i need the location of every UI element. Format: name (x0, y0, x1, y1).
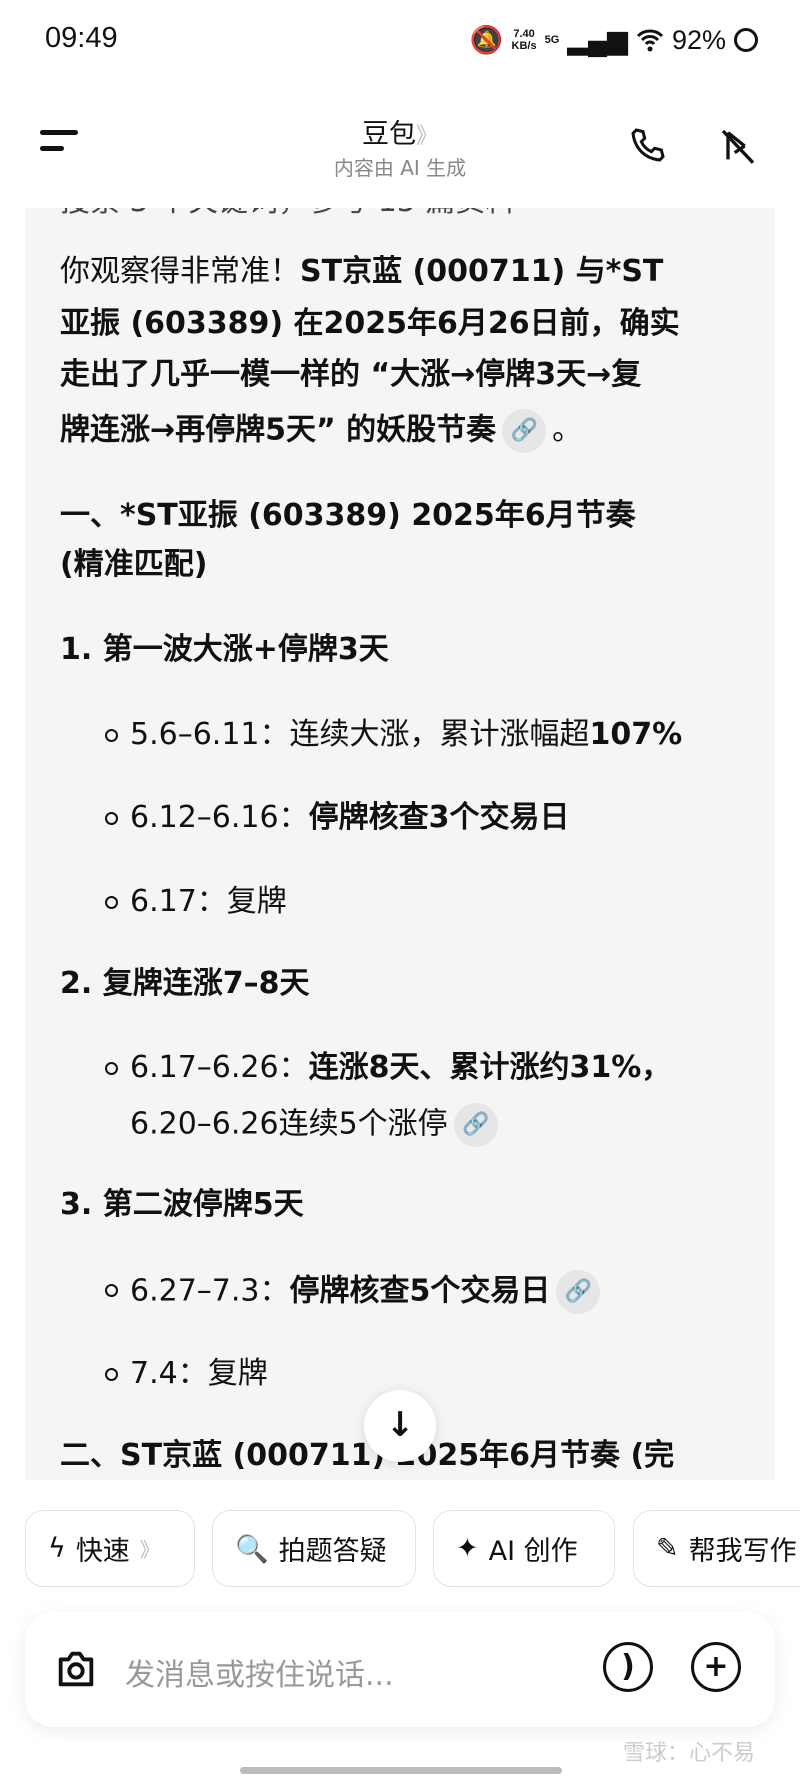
chip-label: 拍题答疑 (278, 1536, 387, 1567)
message-content: 搜索 3 个关键词，参考 15 篇资料 你观察得非常准！ST京蓝 (000711… (25, 208, 775, 1480)
text-segment: 6.20–6.26连续5个涨停 (130, 1106, 448, 1142)
text-segment: 连涨8天、累计涨约31%， (308, 1050, 672, 1085)
section-title: 二、ST京蓝 (000711) 2025年6月节奏 (完 (60, 1438, 675, 1473)
menu-icon[interactable] (40, 130, 78, 162)
text-segment: 停牌核查5个交易日 (289, 1273, 551, 1309)
text-segment: 6.12–6.16： (130, 800, 309, 835)
text-line: 6.17–6.26：连涨8天、累计涨约31%， (130, 1048, 671, 1088)
citation-link-icon[interactable]: 🔗 (556, 1270, 601, 1314)
speaker-muted-icon[interactable] (718, 125, 758, 167)
text-segment: 牌连涨→再停牌5天” 的妖股节奏 (60, 412, 497, 448)
chip-3[interactable]: ✎ 帮我写作 (633, 1510, 800, 1587)
text-line: 6.12–6.16：停牌核查3个交易日 (130, 798, 569, 838)
edit-icon: ✎ (656, 1533, 679, 1564)
chip-2[interactable]: ✦ AI 创作 (433, 1510, 615, 1587)
text-segment: 你观察得非常准！ (60, 254, 300, 289)
chip-label: 快速 (75, 1536, 130, 1567)
text-line: 5.6–6.11：连续大涨，累计涨幅超107% (130, 715, 682, 755)
ai-generated-note: 内容由 AI 生成 (333, 156, 467, 180)
title-text: 豆包 (361, 119, 416, 150)
chevron-right-icon: 》 (139, 1538, 160, 1562)
scroll-down-button[interactable]: ↓ (364, 1390, 436, 1462)
bullet-continuation: 6.20–6.26连续5个涨停 🔗 (130, 1103, 504, 1147)
text-segment: 6.17–6.26： (130, 1050, 309, 1085)
text-segment: 6.17：复牌 (130, 884, 287, 919)
phone-icon[interactable] (628, 125, 668, 165)
step-title: 2. 复牌连涨7–8天 (60, 966, 310, 1001)
text-line: 牌连涨→再停牌5天” 的妖股节奏 🔗。 (60, 409, 582, 453)
wifi-icon (636, 29, 664, 52)
home-indicator[interactable] (240, 1767, 562, 1774)
bullet-icon (105, 1062, 118, 1075)
message-input[interactable]: 发消息或按住说话... (125, 1658, 394, 1693)
text-segment: ST京蓝 (000711) 与*ST (300, 254, 664, 289)
message-input-box[interactable]: 发消息或按住说话... ) + (25, 1612, 775, 1727)
bullet-icon (105, 1284, 118, 1297)
chip-label: 帮我写作 (688, 1536, 797, 1567)
camera-icon[interactable] (53, 1646, 99, 1692)
battery-ring-icon (734, 28, 758, 52)
voice-call-icon[interactable]: ) (603, 1642, 653, 1692)
chip-0[interactable]: ϟ 快速》 (25, 1510, 195, 1587)
text-segment: 6.27–7.3： (130, 1273, 290, 1309)
text-segment: 停牌核查3个交易日 (308, 800, 570, 835)
text-line: 你观察得非常准！ST京蓝 (000711) 与*ST (60, 252, 663, 292)
chat-title[interactable]: 豆包》 (0, 112, 800, 151)
speed-value: 7.40 (513, 28, 535, 40)
status-icons: 🔕 7.40 KB/s 5G ▂▄▆ 92% (470, 24, 758, 56)
lightning-icon: ϟ (48, 1533, 66, 1564)
text-line: 走出了几乎一模一样的 “大涨→停牌3天→复 (60, 355, 641, 395)
text-segment: 5.6–6.11：连续大涨，累计涨幅超 (130, 717, 590, 752)
sparkle-icon: ✦ (456, 1533, 479, 1564)
citation-link-icon[interactable]: 🔗 (453, 1103, 498, 1147)
section-title: (精准匹配) (60, 547, 208, 582)
chip-label: AI 创作 (488, 1536, 578, 1567)
step-title: 3. 第二波停牌5天 (60, 1187, 304, 1222)
speed-unit: KB/s (511, 40, 537, 52)
text-line: 6.27–7.3：停牌核查5个交易日 🔗 (130, 1270, 606, 1314)
text-line: 7.4：复牌 (130, 1354, 268, 1394)
text-line: 6.17：复牌 (130, 882, 287, 922)
text-line: 亚振 (603389) 在2025年6月26日前，确实 (60, 304, 680, 344)
network-type: 5G (544, 34, 560, 46)
status-time: 09:49 (45, 22, 118, 54)
bullet-icon (105, 896, 118, 909)
cut-off-line: 搜索 3 个关键词，参考 15 篇资料 (60, 208, 515, 222)
bullet-icon (105, 812, 118, 825)
citation-link-icon[interactable]: 🔗 (502, 409, 547, 453)
arrow-down-icon: ↓ (385, 1405, 415, 1445)
battery-level: 92% (671, 24, 726, 55)
signal-icon: ▂▄▆ (567, 24, 628, 55)
text-segment: 亚振 (603389) 在2025年6月26日前，确实 (60, 306, 680, 341)
text-segment: 107% (589, 717, 683, 752)
plus-icon[interactable]: + (691, 1642, 741, 1692)
network-speed: 7.40 KB/s (512, 28, 537, 52)
chevron-right-icon: 》 (415, 124, 438, 149)
text-segment: 7.4：复牌 (130, 1356, 268, 1391)
bullet-icon (105, 1368, 118, 1381)
step-title: 1. 第一波大涨+停牌3天 (60, 632, 389, 667)
text-segment: 走出了几乎一模一样的 “大涨→停牌3天→复 (60, 357, 642, 392)
bullet-icon (105, 729, 118, 742)
section-title: 一、*ST亚振 (603389) 2025年6月节奏 (60, 498, 636, 533)
doc-search-icon: 🔍 (235, 1533, 269, 1565)
intro-end: 。 (552, 412, 583, 448)
watermark: 雪球：心不易 (622, 1741, 755, 1766)
bell-muted-icon: 🔕 (469, 25, 504, 55)
chip-1[interactable]: 🔍 拍题答疑 (212, 1510, 416, 1587)
